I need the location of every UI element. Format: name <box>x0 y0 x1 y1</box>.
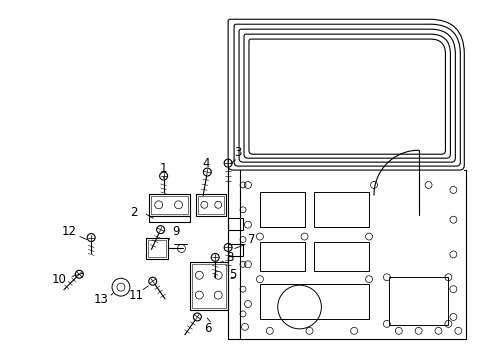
Text: 13: 13 <box>94 293 109 306</box>
Text: 9: 9 <box>172 225 179 238</box>
Bar <box>148 239 166 257</box>
Bar <box>315 192 369 227</box>
Bar <box>260 242 305 271</box>
Text: 4: 4 <box>202 157 210 170</box>
Text: 5: 5 <box>229 268 237 281</box>
Bar <box>151 196 189 214</box>
Text: 11: 11 <box>128 289 144 302</box>
Text: 12: 12 <box>62 225 77 238</box>
Text: 2: 2 <box>130 206 138 219</box>
Bar <box>389 277 448 325</box>
Bar <box>193 264 226 308</box>
Text: 1: 1 <box>160 162 168 175</box>
Text: 10: 10 <box>52 273 67 286</box>
Bar <box>149 216 191 222</box>
Bar <box>228 218 243 230</box>
Text: 6: 6 <box>204 322 212 336</box>
Bar <box>260 192 305 227</box>
Bar <box>228 244 243 256</box>
Bar <box>315 242 369 271</box>
Text: 3: 3 <box>234 146 242 159</box>
Text: 8: 8 <box>226 251 234 264</box>
Bar <box>191 262 228 310</box>
Bar <box>198 196 224 214</box>
Text: 7: 7 <box>248 233 256 246</box>
Bar <box>146 238 168 260</box>
Bar <box>260 284 369 319</box>
Bar <box>149 194 191 216</box>
Bar <box>196 194 226 216</box>
